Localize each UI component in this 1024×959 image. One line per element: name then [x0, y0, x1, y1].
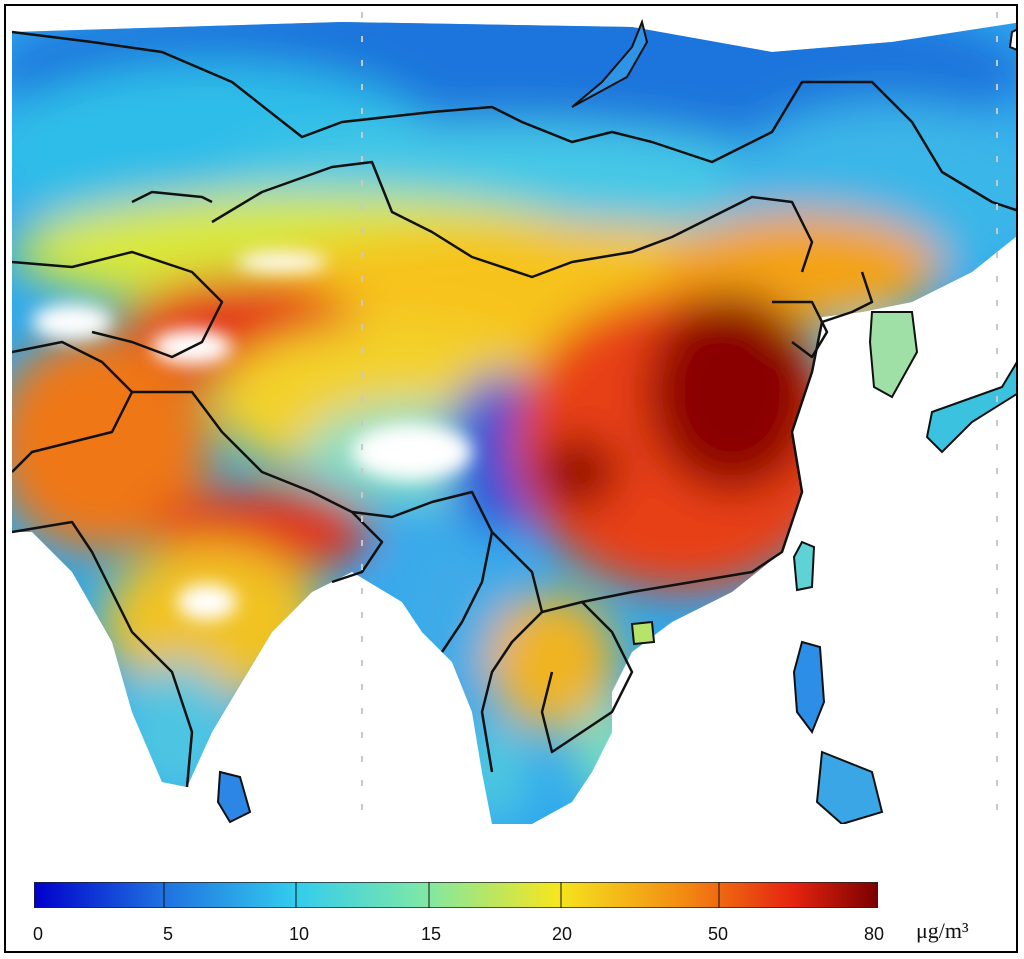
colorbar-unit: μg/m³: [916, 918, 969, 943]
colorbar-tick-label: 20: [551, 924, 573, 944]
colorbar-tick-label: 50: [707, 924, 729, 944]
colorbar-tick-label: 5: [162, 924, 174, 944]
figure-frame: 0 5 10 15 20 50 80 μg/m³: [4, 4, 1018, 953]
colorbar-tick-label: 10: [288, 924, 310, 944]
colorbar-tick-label: 15: [420, 924, 442, 944]
colorbar-tick-label: 80: [863, 924, 885, 944]
colorbar-ticks: [163, 882, 720, 908]
pm25-map: [12, 12, 1016, 824]
concentration-field: [12, 22, 1016, 824]
colorbar: [34, 882, 878, 908]
country-borders: [12, 30, 1016, 788]
islands: [216, 18, 1016, 824]
colorbar-tick-label: 0: [32, 924, 44, 944]
graticule: [361, 12, 998, 824]
